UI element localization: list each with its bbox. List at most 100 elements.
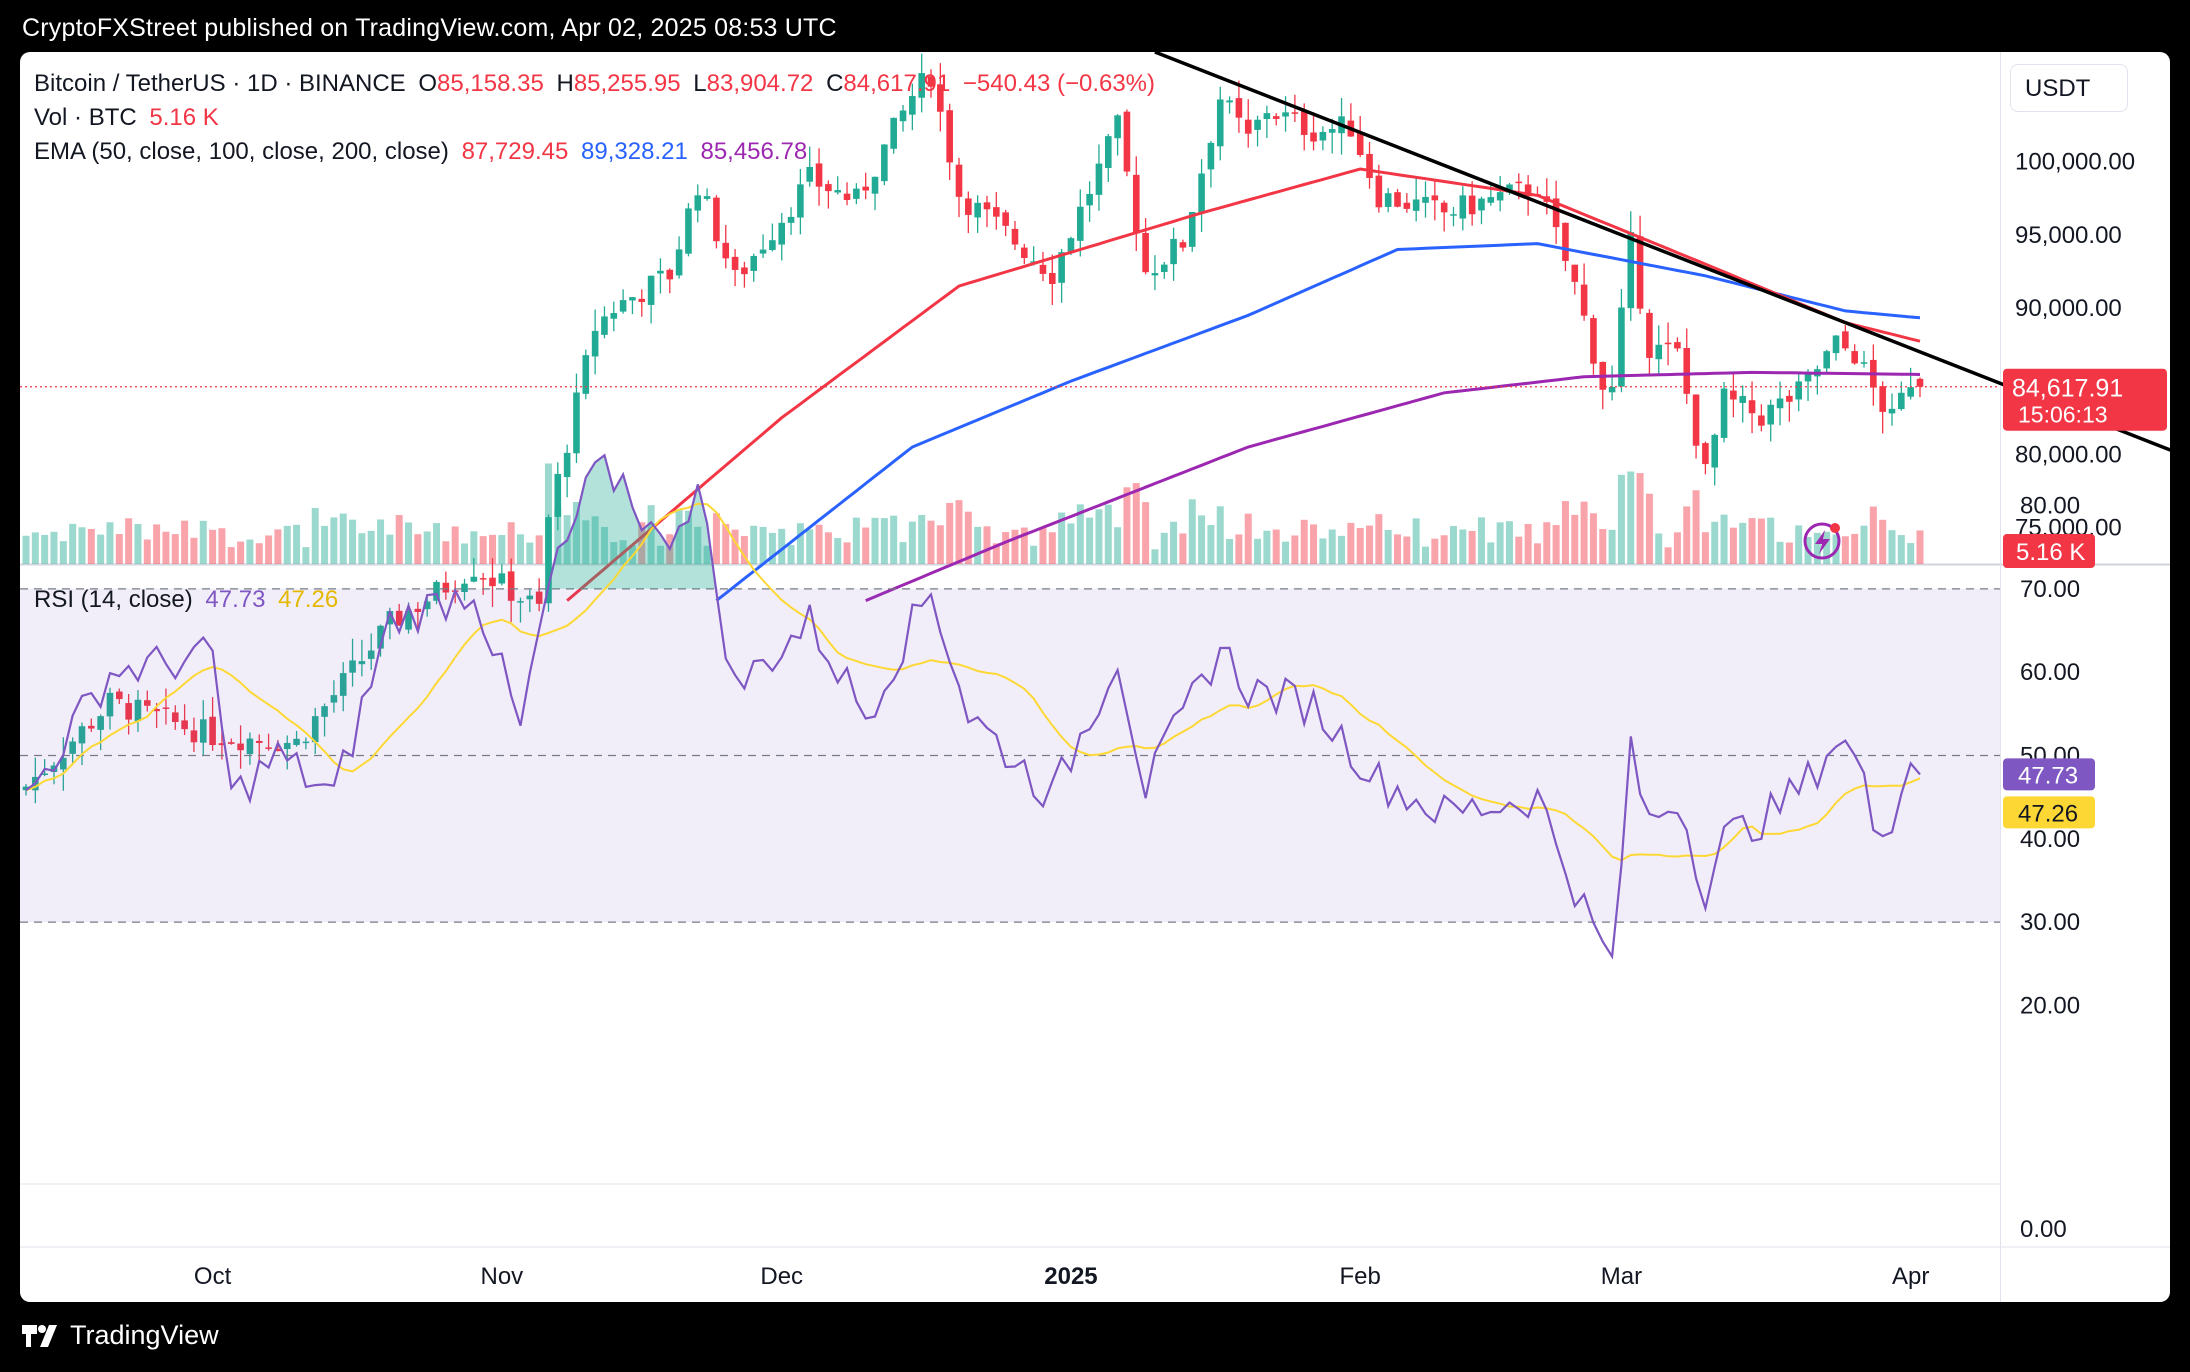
- volume-bar: [1664, 547, 1672, 564]
- volume-bar: [1589, 513, 1597, 564]
- volume-bar: [395, 515, 403, 564]
- candle-body: [927, 76, 935, 87]
- candle-body: [713, 197, 720, 242]
- chart-canvas[interactable]: 100,000.0095,000.0090,000.0080,000.0075,…: [20, 52, 2170, 1302]
- candle-body: [1319, 131, 1327, 141]
- candle-body: [1160, 264, 1168, 273]
- candle-body: [1244, 119, 1252, 134]
- volume-bar: [1328, 529, 1336, 564]
- candle-body: [395, 610, 403, 626]
- candle-body: [1198, 173, 1205, 213]
- volume-bar: [1907, 543, 1915, 564]
- candle-body: [983, 202, 991, 210]
- candle-body: [1039, 264, 1047, 274]
- rsi-ma-value: 47.26: [278, 586, 339, 613]
- volume-bar: [1776, 541, 1784, 564]
- chart-frame[interactable]: 100,000.00 95,000.00 90,000.00 80,000.00 75,…: [20, 52, 2170, 1302]
- volume-bar: [1897, 535, 1905, 564]
- volume-bar: [852, 517, 860, 564]
- time-tick-label: Mar: [1601, 1263, 1642, 1290]
- volume-tag: [2003, 534, 2095, 568]
- high-label: H: [556, 70, 574, 97]
- candle-body: [1730, 390, 1737, 400]
- candle-body: [1515, 181, 1523, 184]
- rsi-ma-line: [25, 502, 1921, 862]
- candle-body: [60, 757, 67, 770]
- volume-bar: [955, 500, 963, 564]
- volume-bar: [1813, 532, 1821, 564]
- candle-body: [116, 691, 123, 700]
- candle-body: [1450, 214, 1457, 216]
- volume-bar: [209, 529, 217, 564]
- ema-label[interactable]: EMA (50, close, 100, close, 200, close): [34, 138, 449, 165]
- volume-bar: [1216, 506, 1224, 564]
- volume-bar: [1552, 525, 1560, 564]
- volume-bar: [1851, 533, 1859, 564]
- candle-body: [526, 595, 534, 600]
- volume-bar: [1645, 493, 1653, 564]
- volume-bar: [544, 463, 552, 564]
- volume-bar: [1711, 521, 1719, 564]
- volume-bar: [927, 520, 935, 564]
- publisher-caption: CryptoFXStreet published on TradingView.…: [22, 14, 837, 42]
- volume-bar: [1627, 471, 1635, 564]
- candle-body: [153, 708, 160, 712]
- open-value: 85,158.35: [437, 70, 544, 97]
- volume-bar: [703, 545, 711, 564]
- volume-bar: [22, 535, 30, 564]
- volume-bar: [199, 520, 207, 564]
- candle-body: [1366, 153, 1373, 178]
- candle-body: [423, 601, 431, 610]
- rsi-tick-label: 20.00: [2020, 992, 2080, 1019]
- candle-body: [489, 577, 496, 587]
- volume-bar: [106, 522, 114, 564]
- lightning-icon-bolt: [1815, 530, 1830, 554]
- time-tick-label: Feb: [1340, 1263, 1381, 1290]
- candle-body: [1114, 115, 1121, 139]
- volume-bar: [908, 521, 916, 564]
- candle-body: [190, 730, 198, 743]
- candle-body: [1356, 132, 1364, 155]
- volume-bar: [190, 537, 198, 564]
- ema-lines: [20, 167, 2000, 602]
- volume-bar: [1356, 527, 1364, 564]
- volume-bar: [69, 523, 77, 564]
- lightning-icon[interactable]: [1803, 522, 1841, 560]
- time-tick-label: Oct: [194, 1263, 232, 1290]
- rsi-label[interactable]: RSI (14, close): [34, 586, 193, 613]
- candle-body: [1776, 398, 1784, 409]
- currency-unit-button[interactable]: USDT: [2010, 64, 2128, 112]
- volume-bar: [479, 536, 487, 564]
- time-tick-label: Nov: [480, 1263, 523, 1290]
- candle-body: [311, 716, 319, 743]
- symbol-name[interactable]: Bitcoin / TetherUS · 1D · BINANCE: [34, 70, 406, 97]
- time-tick-label: Dec: [760, 1263, 803, 1290]
- candle-body: [125, 703, 132, 720]
- candle-body: [685, 208, 692, 254]
- volume-label[interactable]: Vol · BTC: [34, 104, 137, 131]
- volume-bar: [1011, 529, 1019, 564]
- volume-bar: [181, 520, 189, 564]
- tradingview-logo[interactable]: TradingView: [22, 1320, 219, 1351]
- volume-bar: [50, 531, 58, 564]
- volume-bar: [824, 532, 832, 564]
- volume-bar: [1226, 538, 1234, 564]
- candle-body: [209, 716, 216, 746]
- candle-body: [1412, 199, 1420, 211]
- candle-body: [750, 256, 758, 271]
- volume-bar: [1058, 512, 1066, 564]
- candle-body: [470, 576, 478, 582]
- candle-body: [797, 184, 804, 218]
- volume-bar: [143, 539, 151, 564]
- volume-bar: [983, 526, 991, 564]
- volume-bar: [526, 542, 534, 564]
- candle-body: [769, 240, 776, 251]
- candle-body: [1664, 342, 1672, 345]
- volume-bar: [97, 534, 105, 564]
- volume-bar: [59, 541, 67, 564]
- candle-body: [1646, 312, 1653, 358]
- volume-bar: [1916, 530, 1924, 564]
- volume-bar: [1683, 506, 1691, 564]
- volume-bar: [405, 522, 413, 564]
- candle-body: [638, 298, 646, 303]
